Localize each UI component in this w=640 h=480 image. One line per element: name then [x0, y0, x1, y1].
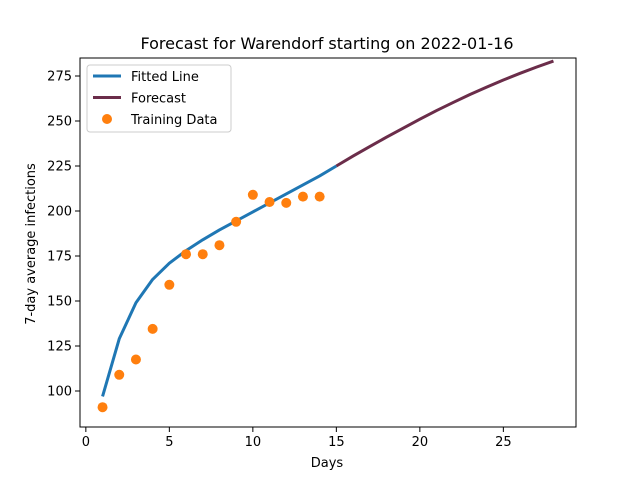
y-tick-label: 150 [47, 295, 72, 310]
training-data-point [231, 216, 242, 227]
legend-forecast-label: Forecast [131, 92, 186, 107]
training-data-point [114, 369, 125, 380]
training-data-point [130, 354, 141, 365]
forecast-line [335, 59, 554, 168]
training-data-point [181, 249, 192, 260]
training-data-point [197, 249, 208, 260]
training-data-point [147, 323, 158, 334]
x-tick-label: 25 [495, 435, 512, 450]
training-data-point [297, 191, 308, 202]
legend-box [86, 64, 232, 133]
x-tick-label: 5 [165, 435, 173, 450]
x-axis-label: Days [311, 456, 344, 471]
y-tick-label: 175 [47, 250, 72, 265]
training-data-point [281, 197, 292, 208]
training-data-point [214, 240, 225, 251]
x-tick-label: 10 [245, 435, 262, 450]
y-tick-label: 225 [47, 160, 72, 175]
y-tick-label: 125 [47, 340, 72, 355]
fitted-line-line [101, 164, 338, 397]
chart-title: Forecast for Warendorf starting on 2022-… [140, 34, 513, 53]
legend-training-data-label: Training Data [130, 113, 217, 128]
training-data-point [164, 279, 175, 290]
x-tick-label: 20 [412, 435, 429, 450]
legend: Fitted Line Forecast Training Data [86, 64, 232, 133]
training-data-point [97, 402, 108, 413]
legend-fitted-line-label: Fitted Line [131, 70, 199, 85]
y-tick-label: 275 [47, 70, 72, 85]
y-axis-label: 7-day average infections [24, 163, 39, 325]
y-tick-label: 250 [47, 115, 72, 130]
y-tick-label: 100 [47, 385, 72, 400]
training-data-point [247, 189, 258, 200]
x-tick-label: 15 [328, 435, 345, 450]
plot-area: 0 5 10 15 20 25 100 125 150 175 200 225 250 275 [47, 57, 577, 450]
training-data-point [314, 191, 325, 202]
axes-frame [79, 57, 577, 428]
training-data-point [264, 197, 275, 207]
y-tick-label: 200 [47, 205, 72, 220]
x-tick-label: 0 [82, 435, 90, 450]
legend-training-data-swatch [102, 114, 112, 124]
